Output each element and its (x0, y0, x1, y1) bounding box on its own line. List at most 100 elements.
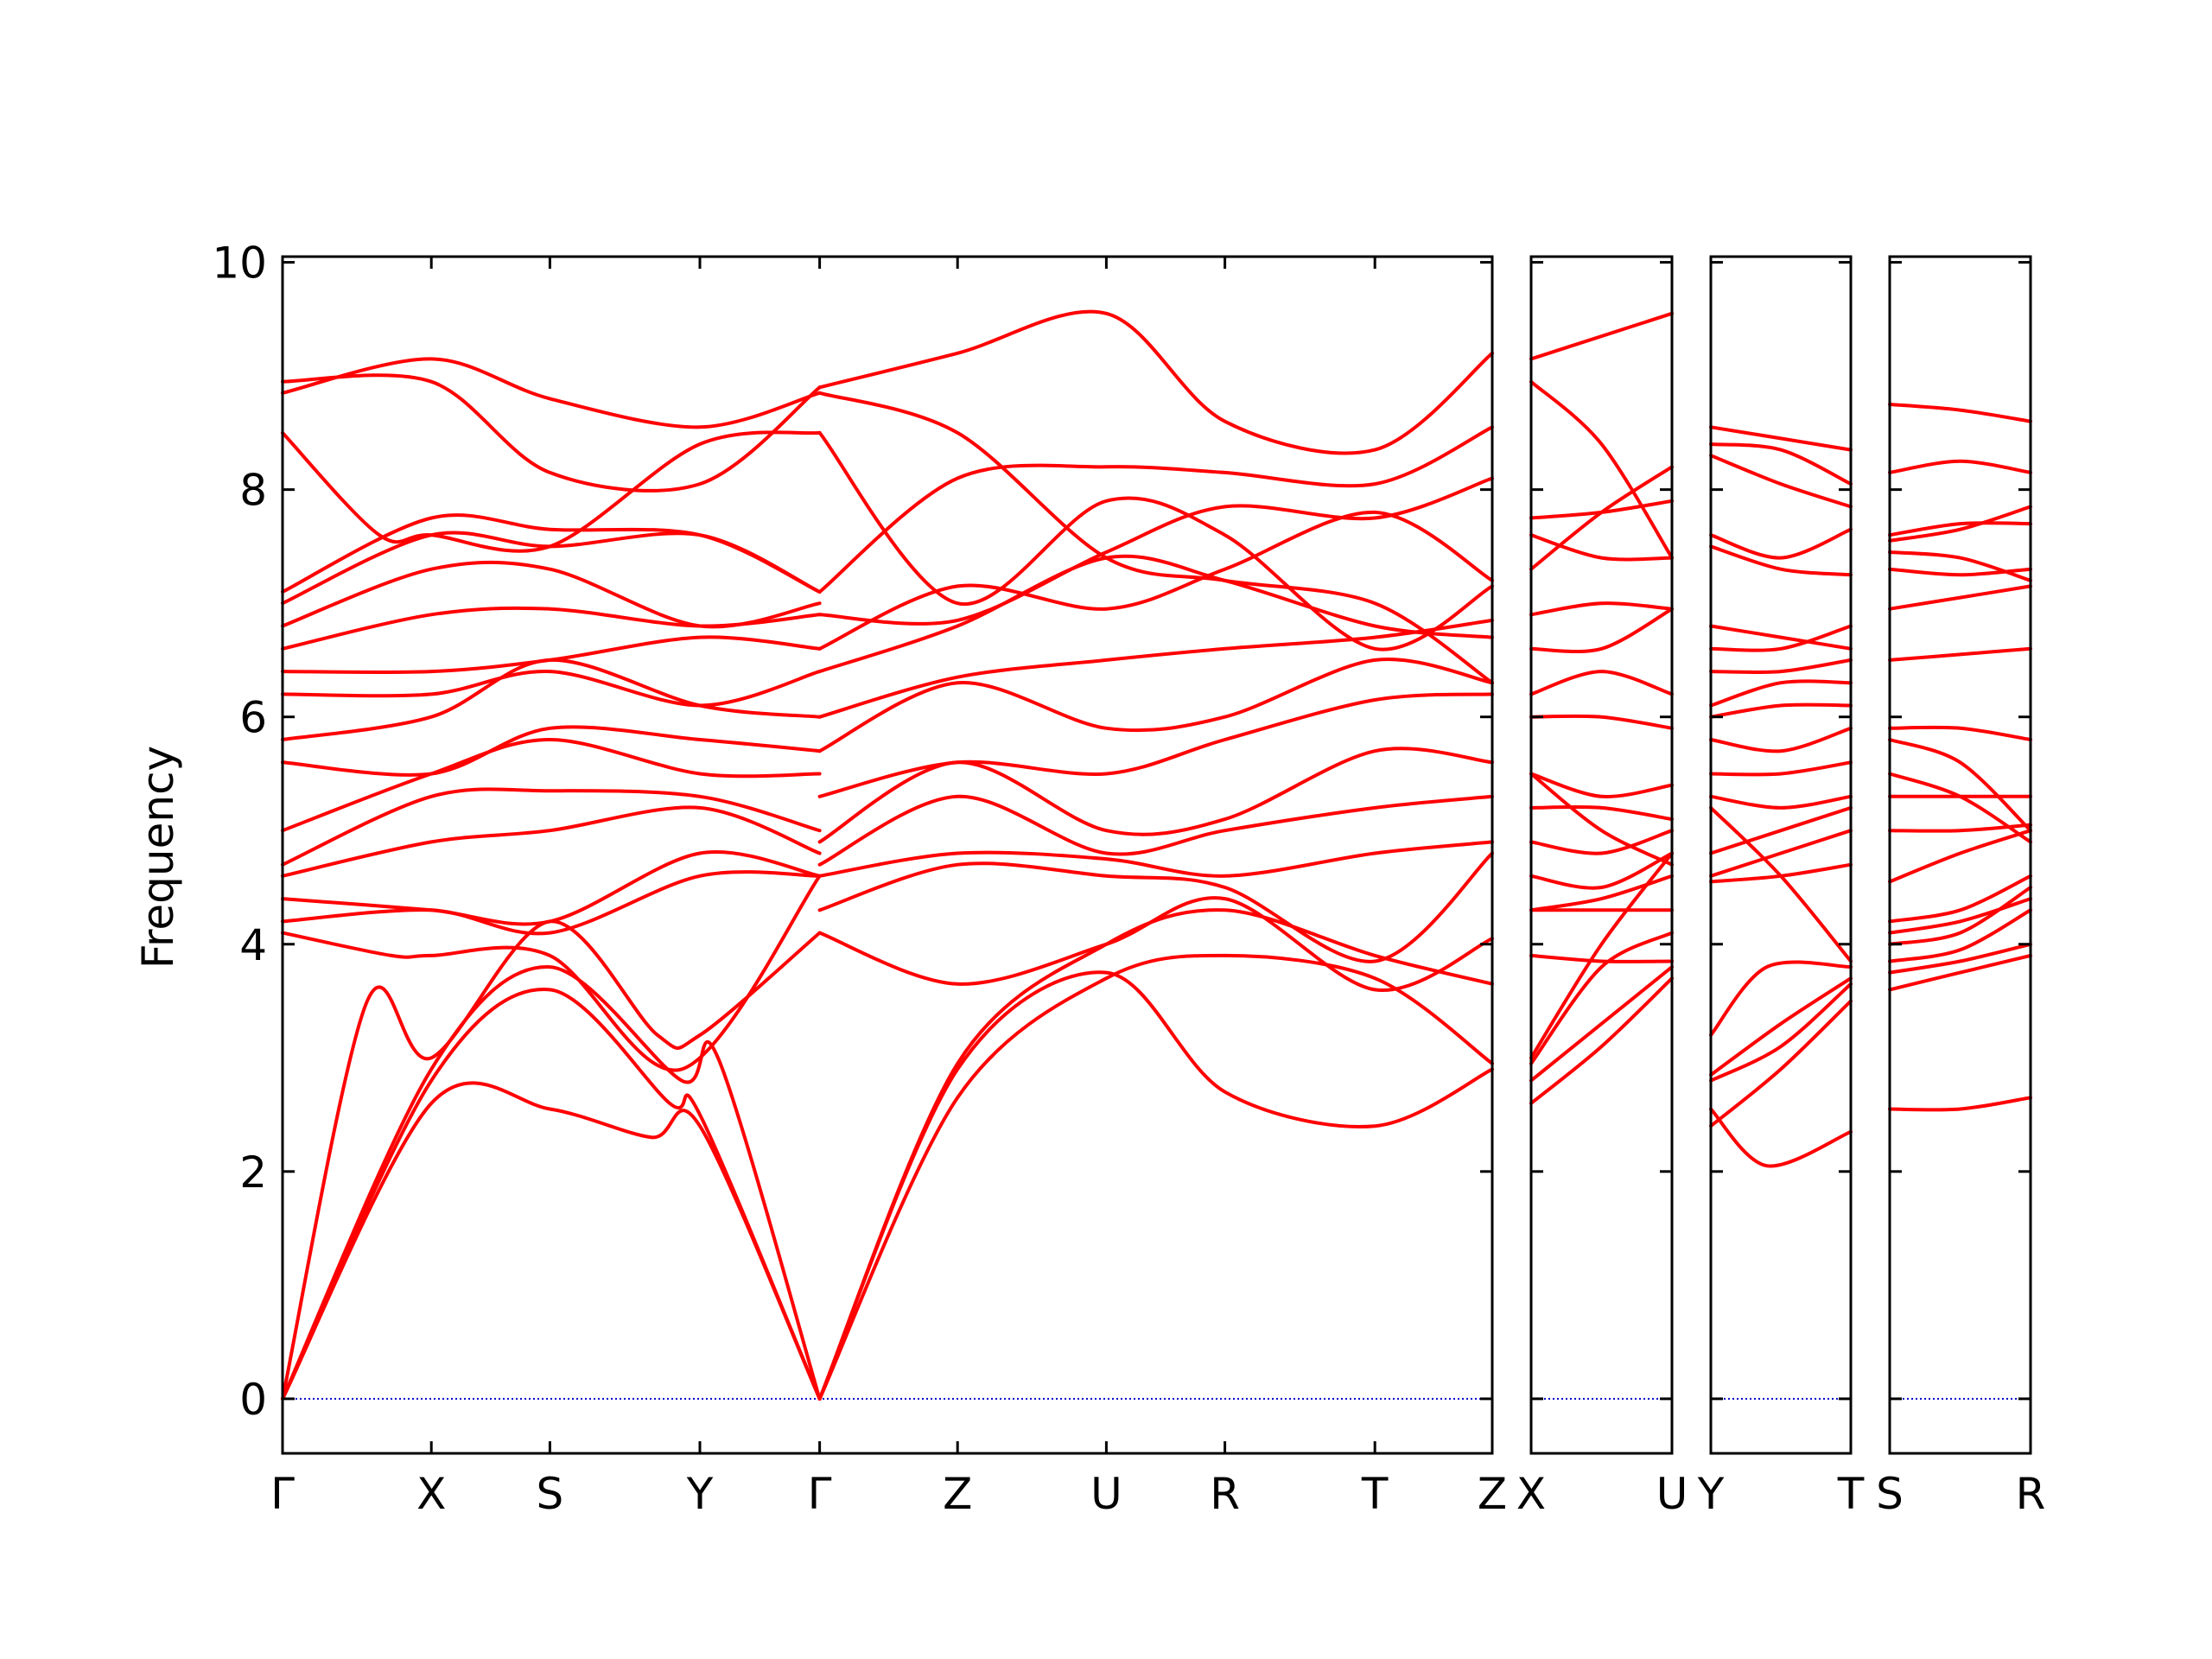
band-line-16 (281, 560, 822, 629)
band-line-31 (817, 658, 1494, 753)
band-line-21 (281, 373, 822, 493)
band-line-11 (281, 725, 822, 777)
band-line-27 (817, 840, 1494, 878)
band-line-38 (817, 391, 1494, 685)
band-line-2 (281, 988, 822, 1401)
band-line-29 (817, 747, 1494, 844)
band-line-26 (817, 851, 1494, 963)
band-line-14 (1709, 679, 1853, 708)
band-line-5 (1709, 960, 1853, 1037)
panel-frame (1529, 255, 1674, 1455)
band-line-22 (817, 953, 1494, 1401)
x-tick-label: Y (1697, 1469, 1725, 1519)
band-line-5 (1529, 953, 1674, 963)
x-tick-label: Y (686, 1469, 714, 1519)
band-series-group (1888, 403, 2032, 1112)
band-line-1 (1888, 1096, 2032, 1112)
band-series-group (1709, 425, 1853, 1168)
band-line-13 (1888, 725, 2032, 741)
panel-frame (1888, 255, 2032, 1455)
x-tick-label: Γ (270, 1469, 295, 1519)
band-line-18 (1529, 533, 1674, 562)
band-line-10 (1709, 794, 1853, 810)
x-tick-label: Z (1478, 1469, 1507, 1519)
band-line-16 (1709, 624, 1853, 652)
x-tick-label: X (1516, 1469, 1546, 1519)
band-line-8 (1529, 851, 1674, 890)
band-line-30 (817, 692, 1494, 798)
band-line-8 (281, 805, 822, 878)
band-line-18 (1709, 544, 1853, 577)
x-tick-label: T (1837, 1469, 1865, 1519)
band-line-33 (817, 554, 1494, 674)
y-tick-label: 8 (239, 466, 267, 516)
band-line-19 (1888, 521, 2032, 537)
band-line-8 (1888, 829, 2032, 884)
band-line-22 (1709, 425, 1853, 452)
y-axis-label: Frequency (133, 746, 183, 969)
band-line-4 (1529, 851, 1674, 1060)
band-line-21 (1709, 442, 1853, 486)
band-line-7 (1529, 874, 1674, 912)
x-tick-label: R (1210, 1469, 1240, 1519)
band-line-21 (1529, 311, 1674, 361)
band-line-7 (1709, 829, 1853, 878)
panel-frame (1709, 255, 1853, 1455)
band-line-20 (1888, 459, 2032, 474)
x-tick-label: Z (943, 1469, 972, 1519)
band-line-32 (817, 618, 1494, 719)
band-line-3 (281, 965, 822, 1401)
band-line-7 (281, 850, 822, 926)
band-line-28 (817, 794, 1494, 867)
band-line-4 (1888, 908, 2032, 963)
band-line-25 (817, 896, 1494, 992)
band-series-group (1529, 311, 1674, 1105)
y-tick-label: 2 (239, 1147, 267, 1198)
band-line-4 (281, 919, 822, 1401)
band-line-13 (281, 670, 822, 708)
band-line-2 (1888, 953, 2032, 992)
band-line-8 (1709, 805, 1853, 855)
band-line-6 (281, 870, 822, 936)
band-line-1 (1709, 1107, 1853, 1168)
band-line-14 (281, 635, 822, 675)
band-line-19 (1709, 527, 1853, 560)
band-line-5 (281, 874, 822, 1072)
band-line-16 (1888, 567, 2032, 577)
x-tick-label: U (1090, 1469, 1122, 1519)
band-line-10 (281, 738, 822, 833)
band-line-17 (1709, 624, 1853, 651)
band-line-16 (1529, 601, 1674, 617)
band-line-15 (1709, 658, 1853, 675)
band-line-15 (1888, 584, 2032, 611)
x-tick-label: S (537, 1469, 564, 1519)
y-tick-label: 6 (239, 693, 267, 743)
band-line-35 (817, 476, 1494, 626)
band-line-2 (1529, 965, 1674, 1083)
band-line-12 (1709, 726, 1853, 753)
band-line-11 (1529, 772, 1674, 798)
x-tick-label: S (1876, 1469, 1904, 1519)
band-line-9 (1888, 823, 2032, 833)
x-tick-label: T (1361, 1469, 1389, 1519)
band-line-36 (817, 425, 1494, 594)
y-tick-label: 10 (212, 238, 267, 289)
band-line-13 (1529, 714, 1674, 730)
band-line-10 (1529, 804, 1674, 822)
x-tick-label: X (416, 1469, 446, 1519)
band-line-5 (1888, 886, 2032, 946)
band-line-39 (817, 309, 1494, 455)
band-line-1 (1529, 976, 1674, 1105)
y-tick-label: 4 (239, 920, 267, 970)
band-line-3 (1888, 942, 2032, 975)
band-line-3 (1529, 931, 1674, 1065)
band-line-21 (1888, 403, 2032, 423)
x-tick-label: Γ (808, 1469, 832, 1519)
band-line-6 (1888, 897, 2032, 935)
band-line-12 (1888, 738, 2032, 833)
